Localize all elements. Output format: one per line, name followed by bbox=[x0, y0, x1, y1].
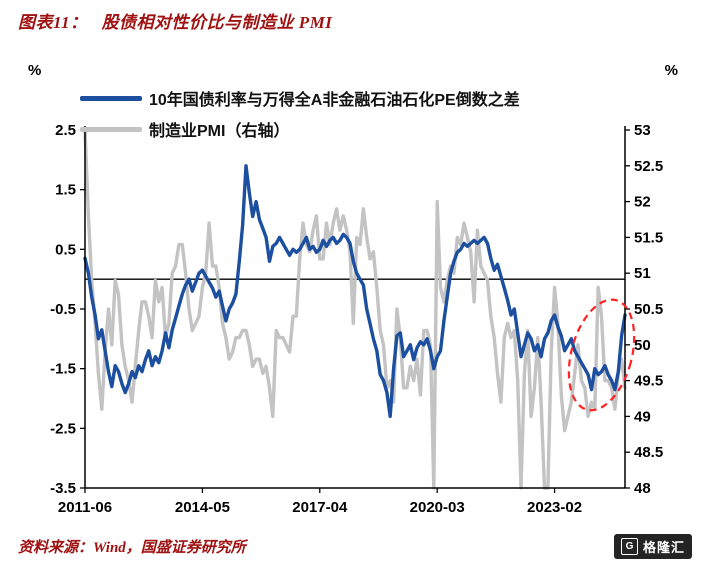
page-title: 图表11： 股债相对性价比与制造业 PMI bbox=[18, 8, 332, 33]
chart-legend: 10年国债利率与万得全A非金融石油石化PE倒数之差 制造业PMI（右轴） bbox=[80, 86, 520, 141]
x-axis-tick-label: 2014-05 bbox=[175, 499, 230, 516]
x-axis-tick-label: 2020-03 bbox=[410, 499, 465, 516]
right-axis-tick-label: 50 bbox=[634, 337, 651, 354]
x-axis-tick-label: 2023-02 bbox=[527, 499, 582, 516]
right-axis-unit: % bbox=[664, 62, 678, 79]
title-text: 股债相对性价比与制造业 PMI bbox=[101, 13, 333, 32]
left-axis-tick-label: -0.5 bbox=[50, 301, 76, 318]
left-axis-tick-label: 2.5 bbox=[55, 122, 76, 139]
gelonghui-logo-text: 格隆汇 bbox=[642, 540, 685, 555]
gelonghui-logo-icon: G bbox=[620, 538, 638, 555]
right-axis-tick-label: 53 bbox=[634, 122, 651, 139]
left-axis-unit: % bbox=[28, 62, 42, 79]
left-axis-tick-label: -3.5 bbox=[50, 480, 76, 497]
right-axis-tick-label: 52.5 bbox=[634, 158, 663, 175]
gelonghui-logo: G 格隆汇 bbox=[613, 534, 692, 559]
left-axis-tick-label: -1.5 bbox=[50, 361, 76, 378]
x-axis-tick-label: 2011-06 bbox=[58, 499, 112, 516]
left-axis-tick-label: 1.5 bbox=[55, 182, 76, 199]
source-note: 资料来源：Wind，国盛证券研究所 bbox=[18, 540, 246, 556]
left-axis-tick-label: 0.5 bbox=[55, 241, 76, 258]
right-axis-tick-label: 51 bbox=[634, 265, 651, 282]
right-axis-tick-label: 49.5 bbox=[634, 373, 663, 390]
legend-item-pmi: 制造业PMI（右轴） bbox=[80, 117, 520, 141]
spread-line bbox=[83, 164, 627, 419]
pmi-line-swatch bbox=[80, 126, 142, 132]
pmi-line bbox=[83, 128, 627, 490]
right-axis-tick-label: 51.5 bbox=[634, 229, 663, 246]
right-axis-tick-label: 48.5 bbox=[634, 444, 663, 461]
spread-line-swatch bbox=[80, 95, 142, 101]
highlight-ellipse bbox=[567, 298, 636, 412]
title-prefix: 图表11： bbox=[18, 13, 88, 32]
legend-label-pmi: 制造业PMI（右轴） bbox=[149, 123, 290, 140]
right-axis-tick-label: 50.5 bbox=[634, 301, 663, 318]
right-axis-tick-label: 48 bbox=[634, 480, 651, 497]
right-axis-tick-label: 52 bbox=[634, 194, 651, 211]
x-axis-tick-label: 2017-04 bbox=[292, 499, 348, 516]
legend-label-spread: 10年国债利率与万得全A非金融石油石化PE倒数之差 bbox=[149, 92, 520, 109]
right-axis-tick-label: 49 bbox=[634, 408, 651, 425]
legend-item-spread: 10年国债利率与万得全A非金融石油石化PE倒数之差 bbox=[80, 86, 520, 110]
left-axis-tick-label: -2.5 bbox=[50, 420, 76, 437]
